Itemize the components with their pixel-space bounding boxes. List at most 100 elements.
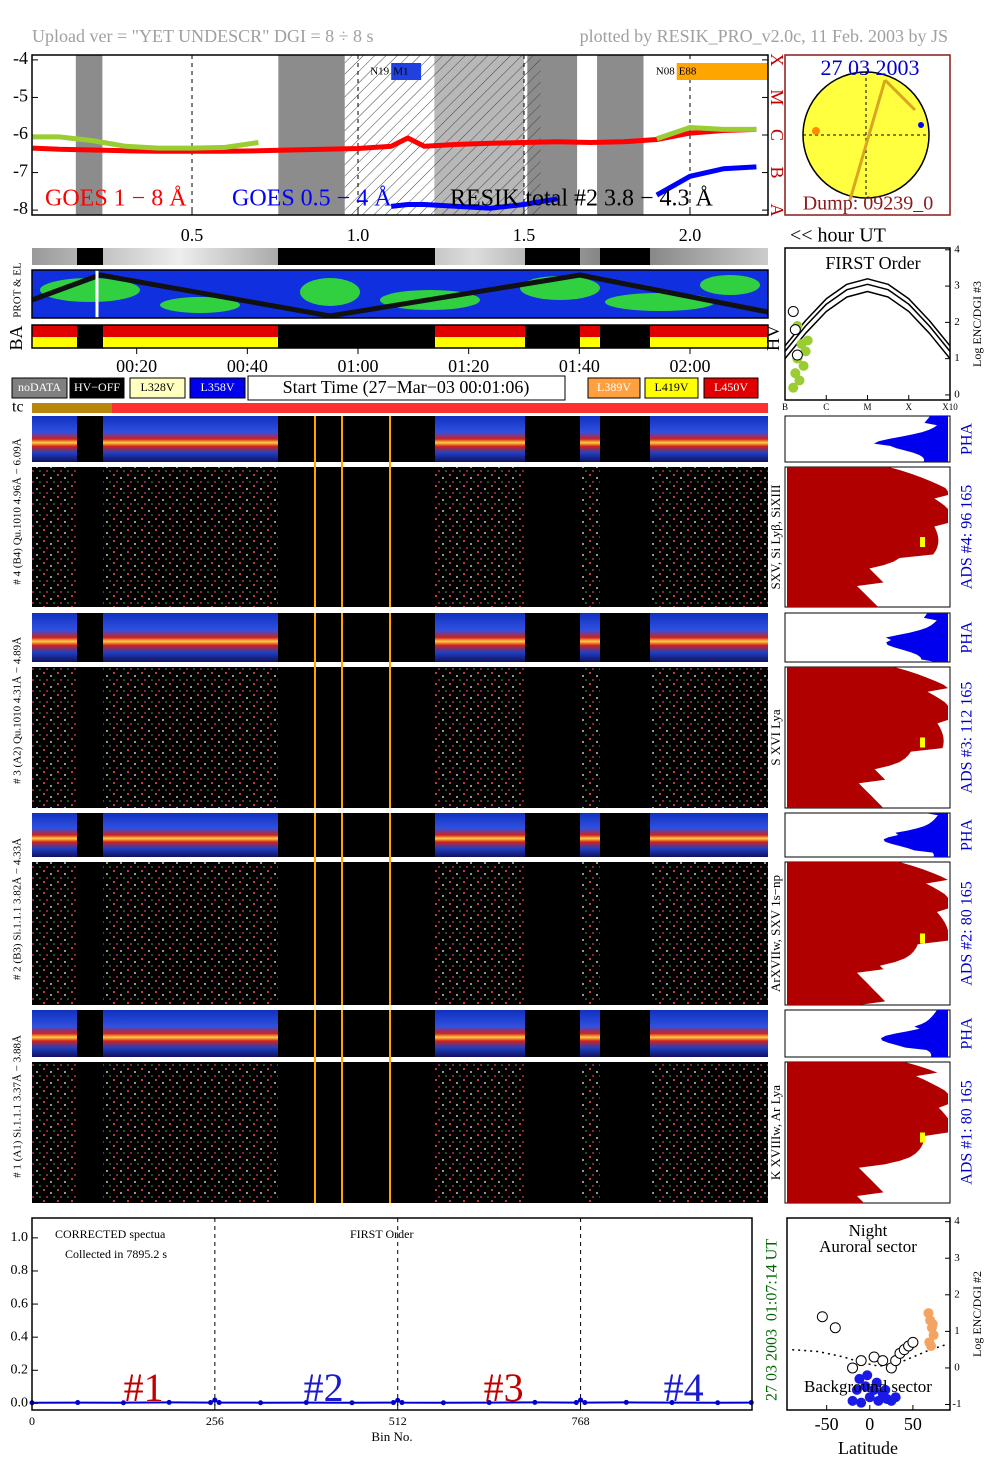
ads-histogram bbox=[787, 1062, 948, 1203]
y-tick-label: 0.2 bbox=[11, 1362, 29, 1377]
point bbox=[890, 1392, 901, 1403]
ads-label: ADS #3: 112 165 bbox=[959, 682, 976, 794]
legend-box bbox=[644, 377, 699, 399]
line-label: SXV, Si Lyβ, SiXIII bbox=[768, 485, 783, 590]
x-axis-label: Latitude bbox=[838, 1438, 898, 1458]
legend-box bbox=[703, 377, 759, 399]
x-tick-label: 1.0 bbox=[347, 225, 370, 245]
time-tick-label: 02:00 bbox=[669, 356, 710, 376]
y-tick-label: -4 bbox=[13, 48, 28, 68]
start-box bbox=[247, 375, 566, 401]
point bbox=[790, 368, 801, 379]
section-label: #4 bbox=[664, 1365, 704, 1410]
annotation: Collected in 7895.2 s bbox=[65, 1247, 167, 1261]
sun-pointer bbox=[883, 78, 917, 112]
night-interval bbox=[278, 55, 345, 215]
point bbox=[847, 1395, 858, 1406]
flare-region: N08 bbox=[656, 66, 675, 78]
ads-marker bbox=[920, 1132, 925, 1143]
y-tick-label: 0.6 bbox=[11, 1296, 29, 1311]
hatched-interval bbox=[344, 55, 541, 215]
x-tick-label: X10 bbox=[942, 402, 958, 412]
legend-label: L358V bbox=[201, 380, 235, 394]
x-tick-label: X bbox=[906, 402, 913, 412]
point bbox=[856, 1397, 867, 1408]
strip-label: tc bbox=[12, 399, 24, 416]
panel-title: FIRST Order bbox=[825, 253, 920, 273]
night-interval bbox=[75, 55, 103, 215]
spectrum-point bbox=[715, 1400, 721, 1406]
point bbox=[829, 1322, 841, 1334]
pha-band bbox=[32, 416, 77, 462]
ads-marker bbox=[920, 737, 925, 748]
point bbox=[927, 1319, 938, 1330]
pha-histogram bbox=[885, 613, 948, 662]
spectrum-point bbox=[216, 1400, 222, 1406]
x-tick-label: 512 bbox=[389, 1414, 407, 1428]
point bbox=[798, 360, 809, 371]
ads-marker bbox=[920, 933, 925, 944]
x-tick-label: 768 bbox=[572, 1414, 590, 1428]
plot-frame bbox=[786, 1217, 951, 1411]
sun-marker bbox=[918, 122, 924, 128]
point bbox=[851, 1384, 862, 1395]
start-time: Start Time (27−Mar−03 00:01:06) bbox=[283, 377, 530, 398]
flare-region: N19 bbox=[370, 66, 389, 78]
point bbox=[926, 1341, 937, 1351]
annotation: Background sector bbox=[804, 1377, 932, 1396]
dots-band bbox=[435, 467, 525, 607]
continent bbox=[40, 278, 140, 302]
legend-label: GOES 0.5 − 4 Å bbox=[232, 186, 392, 212]
pha-histogram bbox=[880, 1010, 948, 1057]
ads-label: ADS #1: 80 165 bbox=[959, 1080, 976, 1184]
line-label: ArXVIIw, SXV 1s−np bbox=[768, 875, 783, 992]
orbit-track bbox=[31, 272, 769, 319]
pha-band bbox=[580, 416, 600, 462]
detector-label: # 4 (B4) Qu.1010 4.96Å − 6.09Å bbox=[12, 438, 24, 585]
section-label: #2 bbox=[304, 1365, 344, 1410]
dots-band bbox=[103, 1062, 278, 1203]
legend-label: L419V bbox=[655, 380, 689, 394]
continent bbox=[160, 297, 240, 313]
y-tick-label: 1 bbox=[954, 1325, 960, 1337]
pha-label: PHA bbox=[959, 423, 976, 455]
detector-label: # 1 (A1) Si.1.1.1 3.37Å − 3.88Å bbox=[12, 1035, 24, 1178]
legend-label: HV−OFF bbox=[74, 380, 120, 394]
gap bbox=[525, 248, 580, 265]
map-frame bbox=[31, 269, 769, 319]
pha-band bbox=[103, 813, 278, 857]
spectrum-point bbox=[120, 1400, 126, 1406]
strip-label: HV bbox=[763, 325, 783, 351]
flare-class: M1 bbox=[393, 66, 408, 78]
section-label: #3 bbox=[484, 1365, 524, 1410]
spectrum-point bbox=[440, 1400, 446, 1406]
gap bbox=[600, 325, 650, 348]
pha-histogram bbox=[883, 813, 948, 857]
gap bbox=[278, 325, 435, 348]
y-tick-label: 1.0 bbox=[11, 1230, 29, 1245]
y-tick-label: -5 bbox=[13, 86, 28, 106]
x-tick-label: C bbox=[823, 402, 829, 412]
y2-tick-label: A bbox=[767, 204, 787, 217]
time-tick-label: 00:40 bbox=[227, 356, 268, 376]
pha-band bbox=[32, 613, 77, 662]
point bbox=[847, 1362, 859, 1374]
gap bbox=[600, 248, 650, 265]
dots-band bbox=[435, 667, 525, 808]
flare-class: E88 bbox=[679, 66, 697, 78]
dots-band bbox=[435, 862, 525, 1005]
spectrum-point bbox=[208, 1400, 214, 1406]
gap bbox=[278, 248, 435, 265]
legend-label: L450V bbox=[714, 380, 748, 394]
ads-marker bbox=[920, 537, 925, 547]
y-tick-label: -8 bbox=[13, 198, 28, 218]
legend-label: L328V bbox=[141, 380, 175, 394]
annotation: FIRST Order bbox=[350, 1227, 413, 1241]
header-left: Upload ver = "YET UNDESCR" DGI = 8 ÷ 8 s bbox=[32, 26, 374, 46]
time-tick-label: 01:00 bbox=[337, 356, 378, 376]
x-axis-label: Bin No. bbox=[371, 1429, 412, 1444]
pha-band bbox=[650, 813, 768, 857]
series-line bbox=[32, 126, 757, 154]
y-tick-label: 0.8 bbox=[11, 1263, 29, 1278]
y-tick-label: 2 bbox=[954, 1288, 960, 1300]
